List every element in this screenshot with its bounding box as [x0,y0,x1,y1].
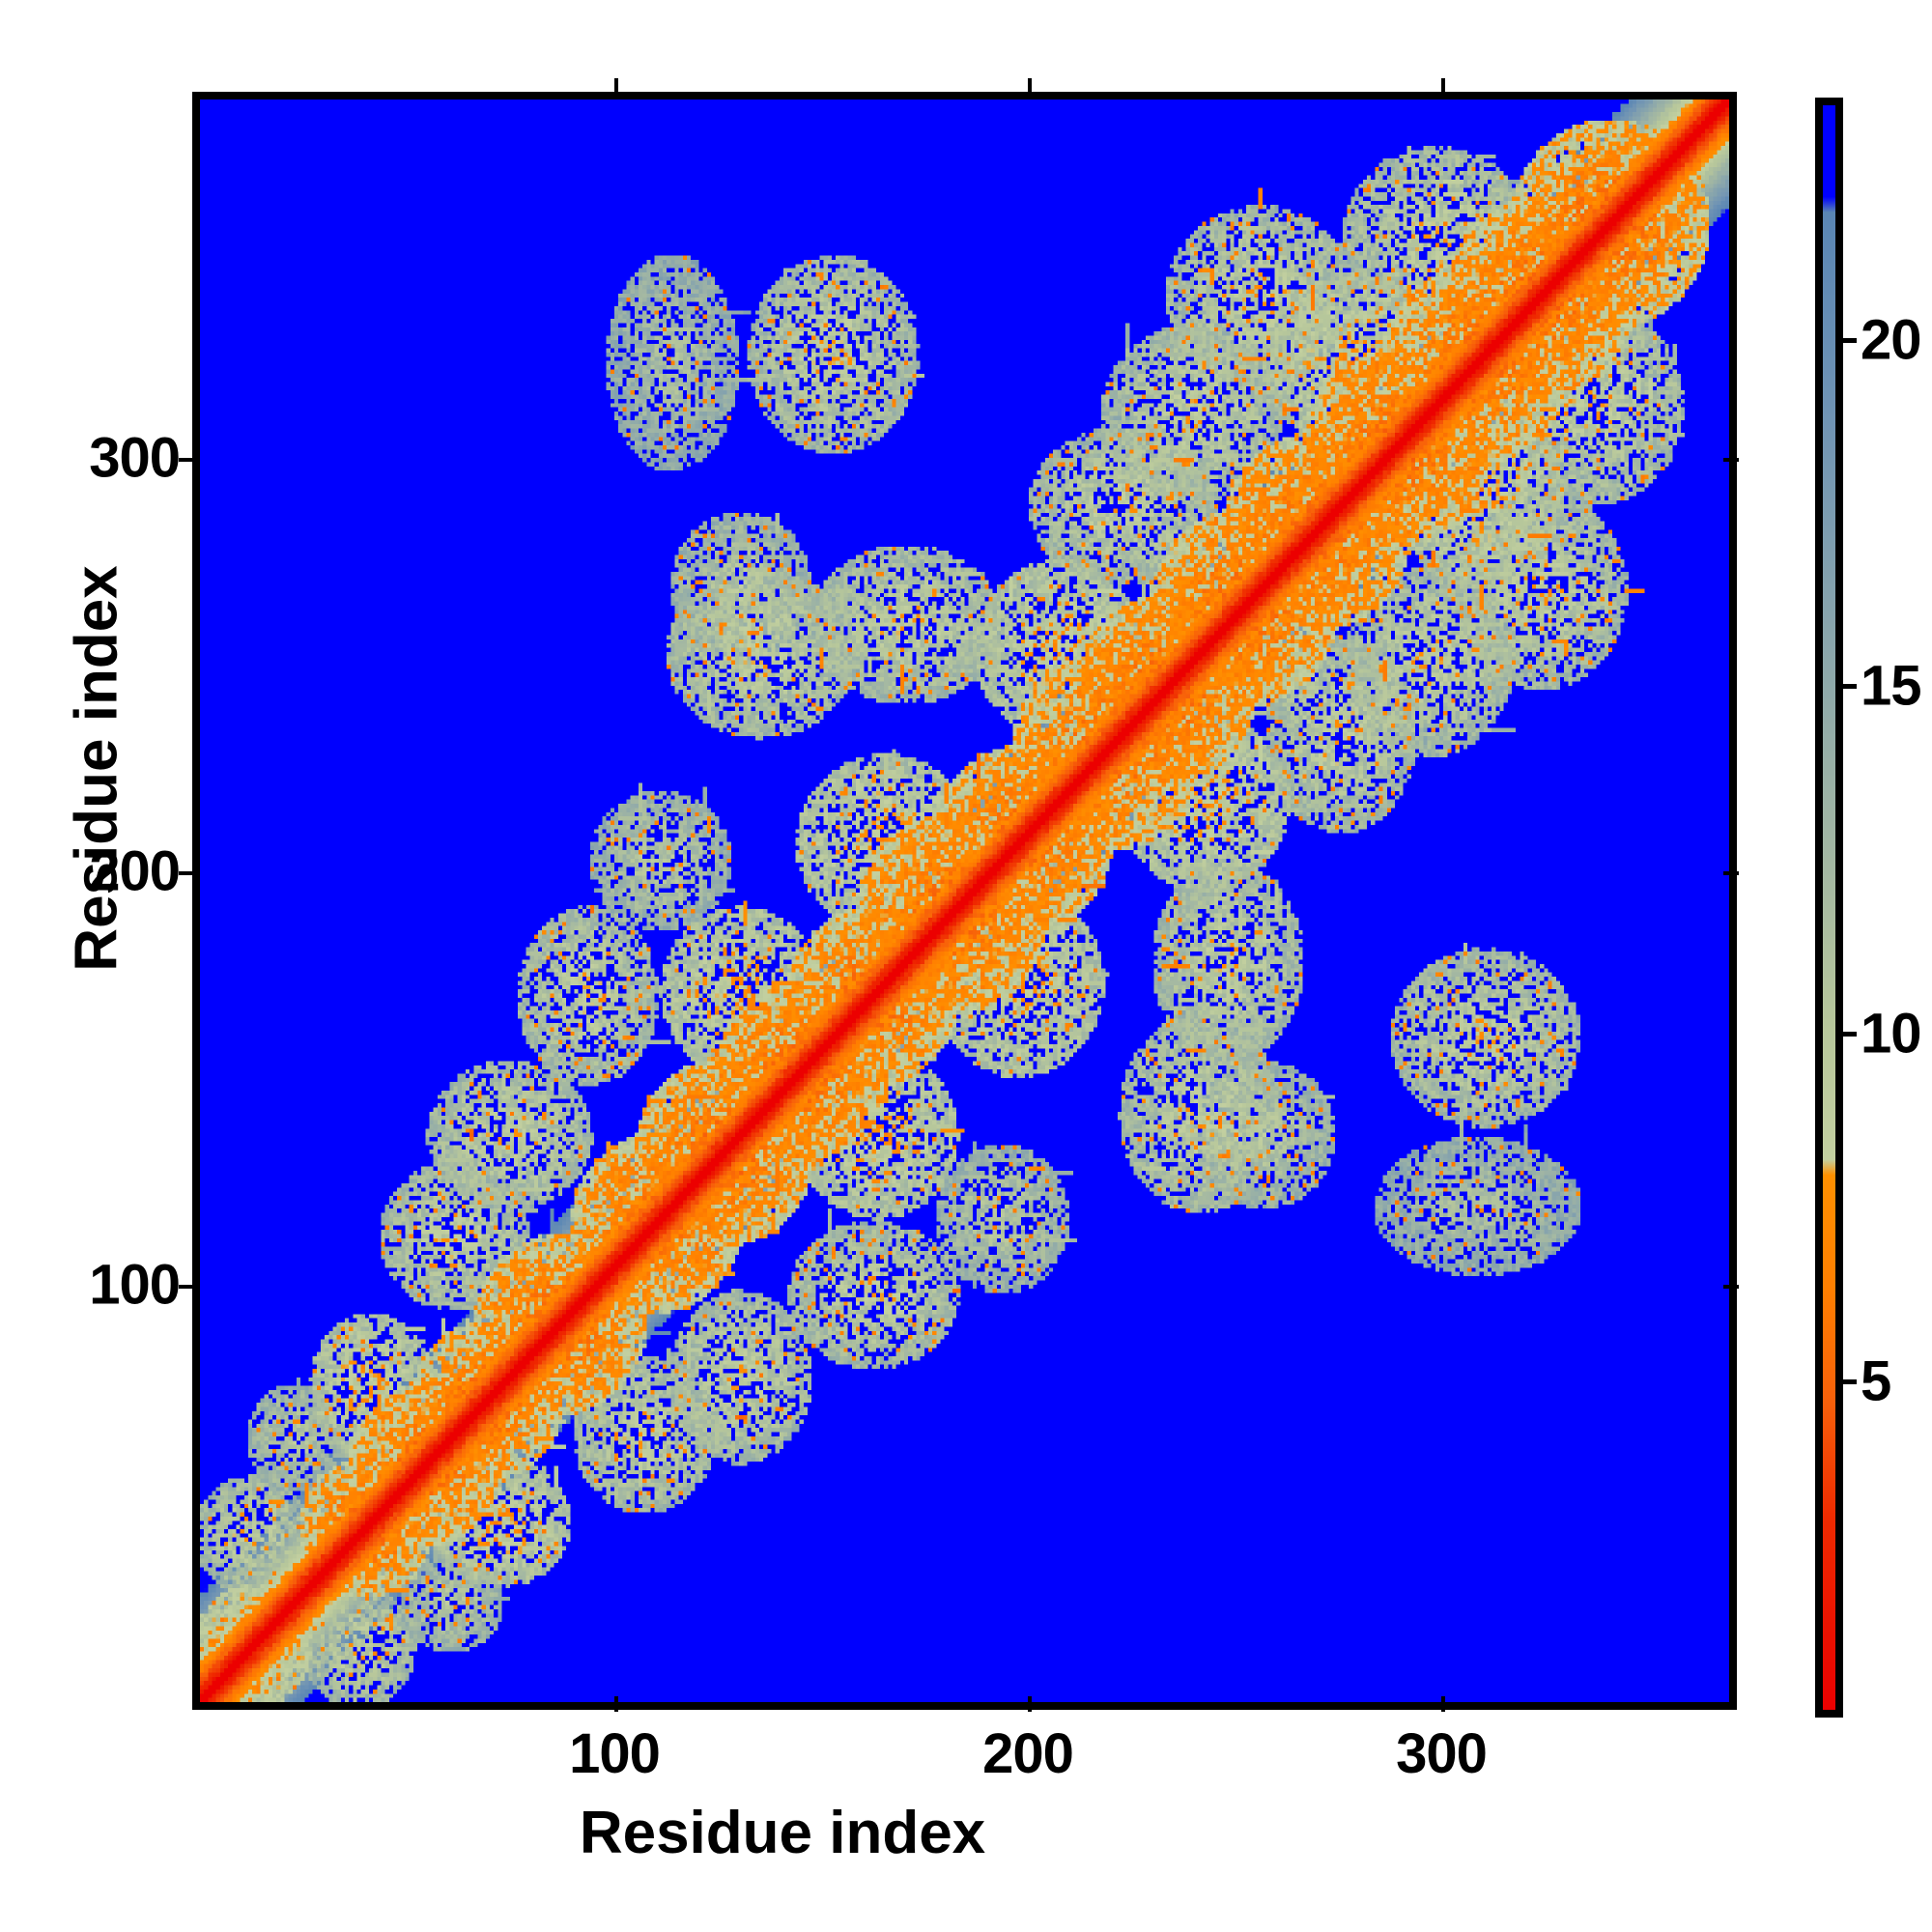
colorbar-tick-15 [1843,684,1857,689]
y-axis-title: Residue index [63,565,130,972]
y-tick-right-300 [1723,458,1739,462]
colorbar-label-5: 5 [1861,1350,1891,1413]
y-tick-200 [179,871,192,875]
heatmap-plot-area [200,99,1729,1702]
distance-matrix-heatmap [200,99,1729,1702]
y-tick-300 [179,458,192,462]
plot-frame [192,92,1737,1710]
y-tick-label-200: 200 [89,839,181,903]
x-tick-200 [1028,1696,1032,1712]
colorbar-label-15: 15 [1861,654,1922,718]
x-axis-title: Residue index [579,1800,986,1866]
colorbar-tick-10 [1843,1032,1857,1037]
y-tick-right-200 [1723,871,1739,875]
colorbar-label-20: 20 [1861,308,1922,372]
y-tick-right-100 [1723,1285,1739,1289]
colorbar-tick-5 [1843,1379,1857,1384]
y-tick-100 [179,1285,192,1289]
colorbar-tick-20 [1843,338,1857,343]
x-tick-label-100: 100 [569,1722,661,1785]
x-tick-100 [614,1696,618,1712]
x-tick-label-300: 300 [1396,1722,1488,1785]
x-tick-top-300 [1441,78,1445,92]
y-tick-label-300: 300 [89,426,181,490]
x-tick-300 [1441,1696,1445,1712]
x-tick-label-200: 200 [982,1722,1074,1785]
x-tick-top-200 [1028,78,1032,92]
x-tick-top-100 [614,78,618,92]
colorbar-label-10: 10 [1861,1002,1922,1065]
colorbar-frame [1815,98,1843,1718]
y-tick-label-100: 100 [89,1253,181,1317]
colorbar-gradient [1823,105,1835,1710]
